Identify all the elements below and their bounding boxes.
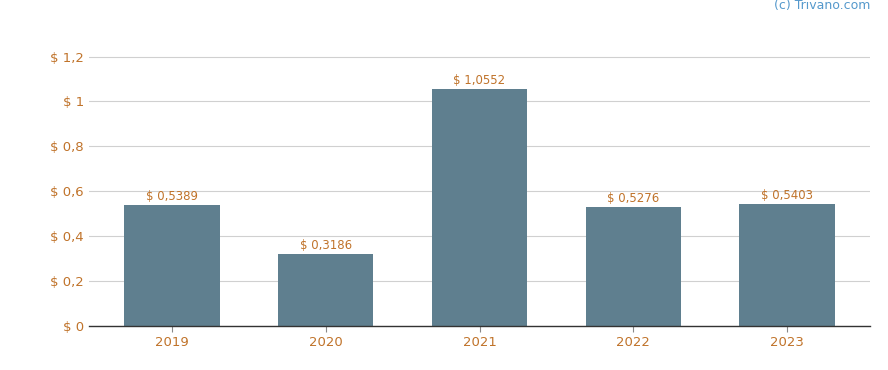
Text: $ 1,0552: $ 1,0552 [454, 74, 505, 87]
Bar [124, 205, 219, 326]
Bar [432, 89, 527, 326]
Bar [585, 207, 681, 326]
Text: (c) Trivano.com: (c) Trivano.com [773, 0, 870, 12]
Text: $ 0,3186: $ 0,3186 [299, 239, 352, 252]
Text: $ 0,5403: $ 0,5403 [761, 189, 813, 202]
Text: $ 0,5389: $ 0,5389 [146, 189, 198, 202]
Bar [740, 205, 835, 326]
Bar [278, 254, 374, 326]
Text: $ 0,5276: $ 0,5276 [607, 192, 660, 205]
